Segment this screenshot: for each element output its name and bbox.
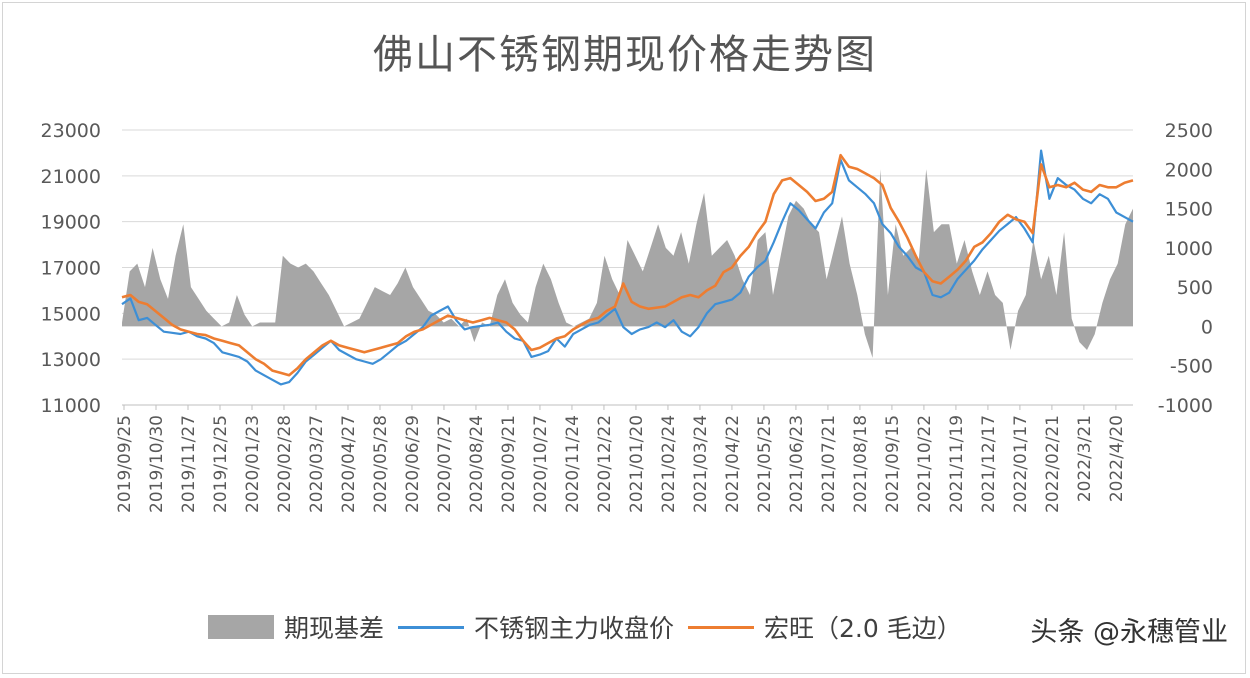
legend-item-basis: 期现基差 xyxy=(208,609,384,645)
x-tick-label: 2022/4/20 xyxy=(1107,415,1127,502)
chart-title: 佛山不锈钢期现价格走势图 xyxy=(373,32,877,78)
x-tick-label: 2021/05/25 xyxy=(755,415,775,513)
x-tick-label: 2021/11/19 xyxy=(947,415,967,513)
x-tick-label: 2021/07/21 xyxy=(819,415,839,513)
legend-swatch-basis xyxy=(208,615,274,639)
x-tick-label: 2022/01/17 xyxy=(1011,415,1031,513)
x-tick-label: 2020/07/27 xyxy=(435,415,455,513)
y-left-tick-label: 23000 xyxy=(41,120,101,142)
legend-swatch-futures xyxy=(398,625,465,629)
y-left-tick-label: 21000 xyxy=(41,166,101,188)
legend: 期现基差 不锈钢主力收盘价 宏旺（2.0 毛边） xyxy=(208,610,976,644)
x-tick-label: 2021/09/15 xyxy=(883,415,903,513)
x-tick-label: 2021/06/23 xyxy=(787,415,807,513)
y-right-tick-label: 2000 xyxy=(1165,159,1213,181)
x-tick-label: 2020/12/22 xyxy=(595,415,615,513)
legend-item-futures: 不锈钢主力收盘价 xyxy=(398,609,674,645)
x-tick-label: 2020/02/28 xyxy=(275,415,295,513)
x-tick-label: 2021/01/20 xyxy=(627,415,647,513)
y-right-tick-label: 1000 xyxy=(1165,238,1213,260)
x-tick-label: 2020/08/24 xyxy=(467,415,487,513)
x-tick-label: 2020/05/28 xyxy=(371,415,391,513)
series-spot-line xyxy=(121,153,1134,377)
y-left-tick-label: 19000 xyxy=(41,212,101,234)
series-futures-line xyxy=(121,149,1134,386)
legend-label-spot: 宏旺（2.0 毛边） xyxy=(764,614,962,643)
x-tick-label: 2019/11/27 xyxy=(179,415,199,513)
legend-label-basis: 期现基差 xyxy=(284,614,385,643)
x-tick-label: 2020/09/21 xyxy=(499,415,519,513)
x-tick-label: 2021/12/17 xyxy=(979,415,999,513)
y-left-tick-label: 17000 xyxy=(41,258,101,280)
x-tick-label: 2022/3/21 xyxy=(1075,415,1095,502)
x-tick-label: 2019/10/30 xyxy=(147,415,167,513)
y-right-tick-label: 0 xyxy=(1201,316,1213,338)
y-right-tick-label: -1000 xyxy=(1158,395,1213,417)
x-tick-label: 2020/04/27 xyxy=(339,415,359,513)
legend-label-futures: 不锈钢主力收盘价 xyxy=(474,614,675,643)
y-right-tick-label: -500 xyxy=(1170,356,1213,378)
x-tick-label: 2020/10/27 xyxy=(531,415,551,513)
y-left-tick-label: 11000 xyxy=(41,395,101,417)
y-right-tick-label: 500 xyxy=(1177,277,1213,299)
watermark: 头条 @永穗管业 xyxy=(1030,617,1228,648)
x-tick-label: 2020/11/24 xyxy=(563,415,583,513)
x-tick-label: 2021/08/18 xyxy=(851,415,871,513)
y-left-tick-label: 15000 xyxy=(41,303,101,325)
x-tick-label: 2021/10/22 xyxy=(915,415,935,513)
y-right-tick-label: 1500 xyxy=(1165,199,1213,221)
x-tick-label: 2019/09/25 xyxy=(115,415,135,513)
x-tick-label: 2020/06/29 xyxy=(403,415,423,513)
y-right-tick-label: 2500 xyxy=(1165,120,1213,142)
x-tick-label: 2019/12/25 xyxy=(211,415,231,513)
y-left-tick-label: 13000 xyxy=(41,349,101,371)
x-tick-label: 2020/03/27 xyxy=(307,415,327,513)
legend-swatch-spot xyxy=(688,625,755,629)
x-tick-label: 2021/04/22 xyxy=(723,415,743,513)
legend-item-spot: 宏旺（2.0 毛边） xyxy=(688,609,962,645)
x-tick-label: 2021/03/24 xyxy=(691,415,711,513)
x-tick-label: 2020/01/23 xyxy=(243,415,263,513)
x-tick-label: 2022/02/21 xyxy=(1043,415,1063,513)
x-tick-label: 2021/02/24 xyxy=(659,415,679,513)
